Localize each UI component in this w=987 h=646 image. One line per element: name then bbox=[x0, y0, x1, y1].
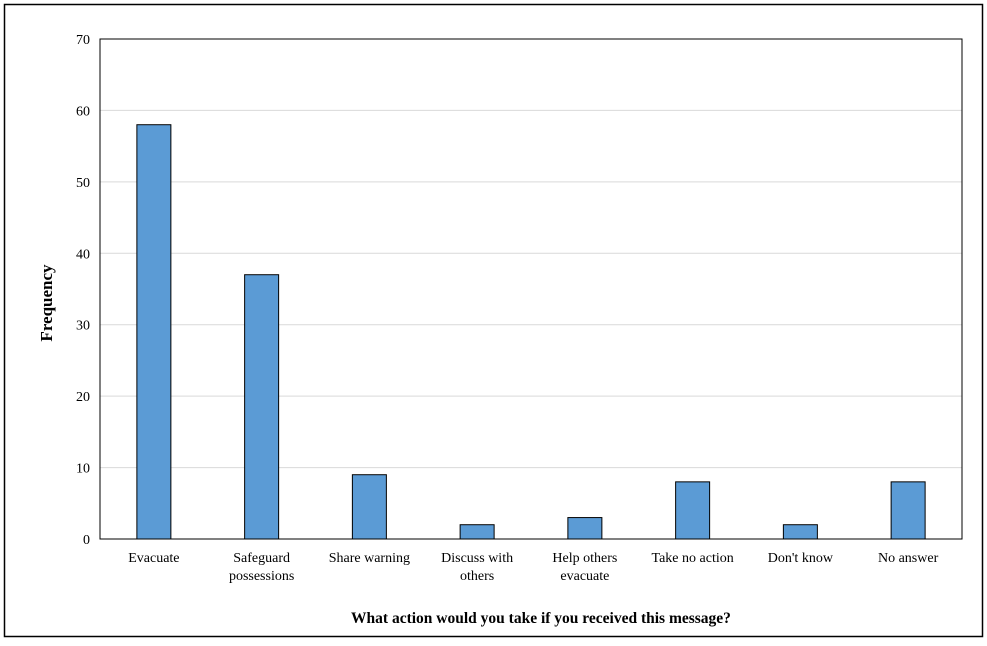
x-tick-label: Take no action bbox=[652, 551, 734, 566]
y-tick-label: 70 bbox=[76, 33, 90, 48]
x-tick-label: Evacuate bbox=[128, 551, 179, 566]
bar bbox=[351, 474, 387, 540]
y-axis-title: Frequency bbox=[37, 264, 56, 342]
y-tick-labels: 0 10 20 30 40 50 60 70 bbox=[76, 33, 90, 548]
bar bbox=[890, 481, 926, 540]
x-tick-label: Share warning bbox=[329, 551, 410, 566]
y-tick-label: 10 bbox=[76, 462, 90, 477]
x-axis-title: What action would you take if you receiv… bbox=[351, 610, 731, 627]
y-tick-label: 60 bbox=[76, 104, 90, 119]
y-tick-label: 20 bbox=[76, 390, 90, 405]
x-tick-label: Don't know bbox=[768, 551, 834, 566]
x-tick-label: Discuss with others bbox=[441, 551, 513, 584]
x-tick-label: Help others evacuate bbox=[552, 551, 617, 584]
y-tick-label: 0 bbox=[83, 533, 90, 548]
bar bbox=[567, 517, 603, 540]
bars bbox=[136, 124, 926, 540]
bar bbox=[459, 524, 495, 540]
bar bbox=[782, 524, 818, 540]
plot-frame bbox=[99, 38, 963, 540]
gridlines bbox=[100, 109, 962, 469]
bar bbox=[675, 481, 711, 540]
bar bbox=[244, 274, 280, 540]
y-tick-label: 30 bbox=[76, 319, 90, 334]
y-tick-label: 40 bbox=[76, 247, 90, 262]
y-tick-label: 50 bbox=[76, 176, 90, 191]
x-tick-label: Safeguard possessions bbox=[229, 551, 294, 584]
bar bbox=[136, 124, 172, 540]
x-tick-label: No answer bbox=[878, 551, 939, 566]
x-tick-labels: Evacuate Safeguard possessions Share warnin… bbox=[128, 551, 938, 584]
axes bbox=[99, 38, 963, 540]
